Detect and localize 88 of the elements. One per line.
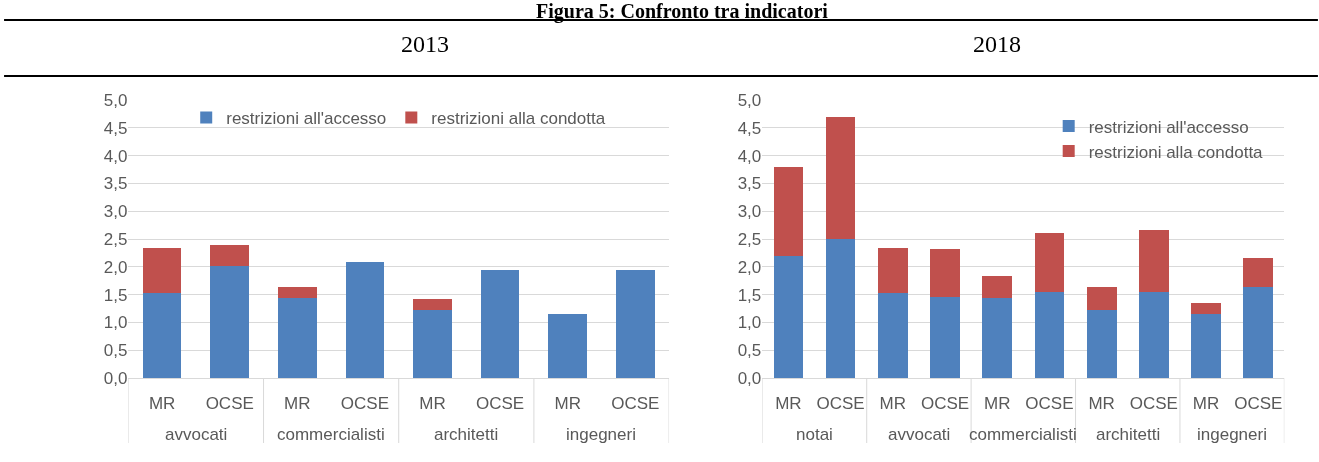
y-tick-label: 1,5 (737, 285, 762, 305)
x-tick-label: OCSE (920, 394, 970, 414)
x-tick-label: OCSE (476, 394, 525, 414)
bar (1086, 287, 1117, 310)
y-tick-label: 4,5 (103, 118, 128, 138)
x-tick-label: MR (284, 394, 311, 414)
bar (480, 269, 520, 378)
legend-label: restrizioni alla condotta (431, 109, 606, 129)
bar (930, 249, 960, 298)
bar (1191, 314, 1221, 378)
y-tick-label: 4,5 (737, 118, 762, 138)
bar (210, 266, 250, 378)
bar (1034, 291, 1065, 378)
legend-label: restrizioni alla condotta (1088, 142, 1264, 162)
y-tick-label: 5,0 (737, 90, 762, 110)
bar (1086, 309, 1117, 378)
x-tick-label: MR (554, 394, 581, 414)
bar (142, 248, 182, 293)
bar (210, 245, 250, 267)
bar (930, 297, 960, 378)
bar (825, 239, 856, 378)
text: ingegneri (1197, 425, 1267, 444)
bar (278, 287, 317, 299)
y-tick-label: 2,5 (103, 229, 128, 249)
y-tick-label: 3,5 (737, 174, 762, 194)
text: ingegneri (566, 425, 636, 444)
x-tick-label: OCSE (816, 394, 865, 414)
legend-label: restrizioni all'accesso (226, 109, 387, 129)
x-tick-label: MR (1192, 394, 1220, 414)
x-tick-label: OCSE (340, 394, 390, 414)
x-tick-label: OCSE (1129, 394, 1178, 414)
y-tick-label: 3,0 (737, 202, 762, 222)
x-tick-label: MR (984, 394, 1011, 414)
bar (1138, 291, 1169, 378)
legend-label: restrizioni all'accesso (1088, 117, 1249, 137)
y-tick-label: 0,5 (737, 341, 762, 361)
chart-subtitle: 2018 (973, 31, 1021, 57)
x-tick-label: OCSE (1234, 394, 1283, 414)
y-tick-label: 3,0 (103, 202, 128, 222)
y-tick-label: 2,5 (737, 229, 762, 249)
bar (877, 292, 908, 378)
x-tick-label: MR (419, 394, 446, 414)
bar (1138, 229, 1169, 292)
y-tick-label: 5,0 (103, 90, 128, 110)
text: commercialisti (277, 425, 385, 444)
y-tick-label: 1,5 (103, 285, 128, 305)
bar (278, 298, 317, 378)
bar (825, 117, 856, 239)
y-tick-label: 3,5 (103, 174, 128, 194)
x-tick-label: MR (879, 394, 907, 414)
bar (982, 276, 1013, 299)
y-tick-label: 4,0 (737, 146, 762, 166)
y-tick-label: 4,0 (103, 146, 128, 166)
bar (877, 248, 908, 293)
text: avvocati (888, 425, 951, 444)
bar (773, 166, 804, 256)
y-tick-label: 0,0 (737, 368, 762, 388)
bar (1191, 302, 1221, 315)
x-tick-label: OCSE (1025, 394, 1074, 414)
bar (1243, 258, 1274, 287)
text: notai (796, 425, 833, 444)
bar (345, 262, 385, 378)
text: architetti (434, 425, 499, 444)
text: architetti (1096, 425, 1161, 444)
text: commercialisti (969, 425, 1077, 444)
bar (1034, 232, 1065, 292)
bar (616, 269, 655, 378)
y-tick-label: 1,0 (737, 313, 762, 333)
x-tick-label: OCSE (611, 394, 660, 414)
y-tick-label: 2,0 (103, 257, 128, 277)
x-tick-label: MR (1088, 394, 1115, 414)
bar (773, 255, 804, 378)
bar (142, 292, 182, 378)
chart-subtitle: 2013 (401, 31, 449, 57)
bar (548, 314, 587, 378)
bar (982, 298, 1013, 378)
text: avvocati (165, 425, 228, 444)
y-tick-label: 2,0 (737, 257, 762, 277)
x-tick-label: MR (775, 394, 802, 414)
chart-title: Figura 5: Confronto tra indicatori (536, 0, 829, 23)
y-tick-label: 0,5 (103, 341, 128, 361)
x-tick-label: OCSE (205, 394, 254, 414)
x-tick-label: MR (148, 394, 176, 414)
y-tick-label: 0,0 (103, 368, 128, 388)
y-tick-label: 1,0 (103, 313, 128, 333)
bar (413, 299, 452, 310)
bar (413, 309, 452, 378)
bar (1243, 286, 1274, 378)
